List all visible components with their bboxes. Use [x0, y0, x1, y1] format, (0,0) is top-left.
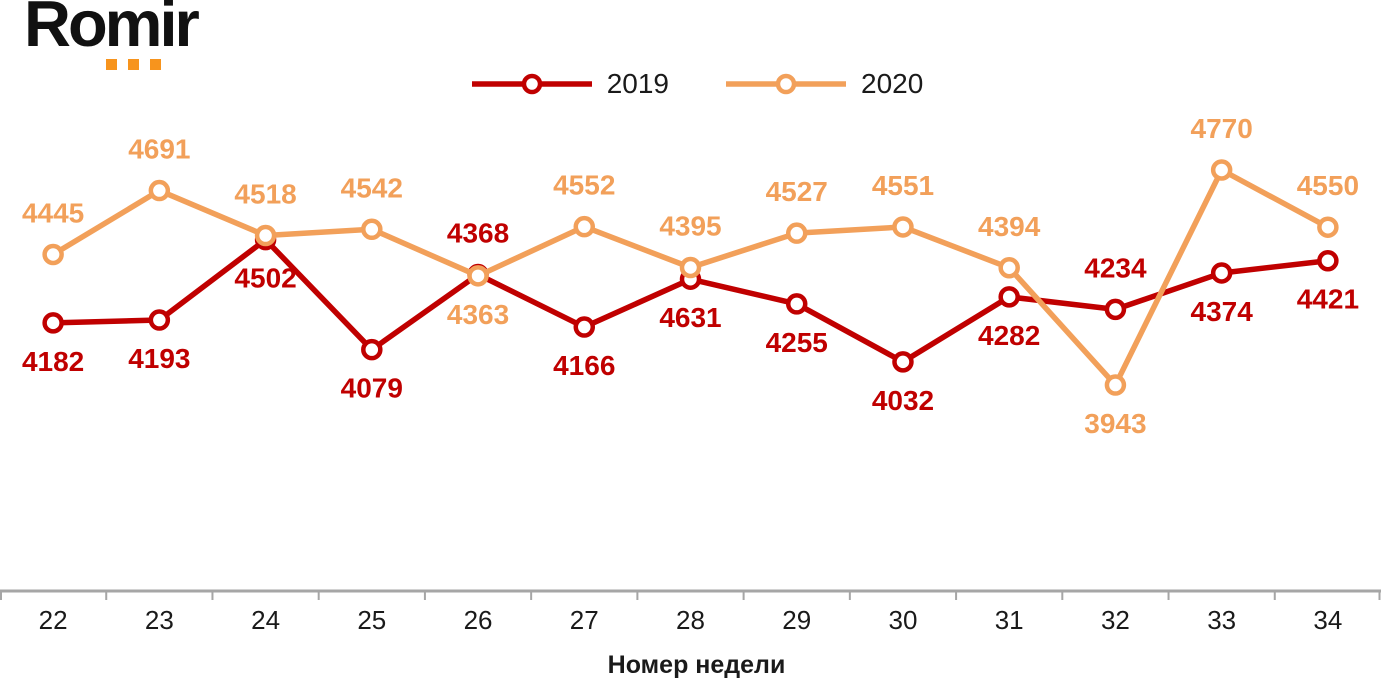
data-point-2019 [148, 309, 171, 331]
legend-label-2019: 2019 [606, 68, 669, 99]
data-point-2019 [892, 351, 914, 373]
romir-logo-dots [106, 59, 161, 70]
data-label-2020: 4770 [1191, 113, 1253, 144]
logo-dot-icon [150, 59, 161, 70]
data-label-2019: 4502 [234, 263, 296, 294]
data-label-2020: 4552 [553, 170, 615, 201]
data-point-2020 [679, 256, 702, 279]
data-label-2019: 4282 [978, 320, 1040, 351]
data-point-2019 [573, 316, 596, 338]
x-tick-label: 30 [889, 605, 918, 635]
data-label-2019: 4032 [872, 385, 934, 416]
x-tick-label: 29 [782, 605, 811, 635]
data-label-2020: 4527 [766, 176, 828, 207]
data-label-2020: 4363 [447, 299, 509, 330]
x-tick-label: 24 [251, 605, 280, 635]
data-point-2020 [42, 243, 64, 266]
data-label-2019: 4374 [1191, 296, 1254, 327]
logo-dot-icon [128, 59, 139, 70]
chart-legend: 2019 2020 [0, 64, 1394, 104]
data-point-2020 [1210, 159, 1233, 181]
x-tick-label: 26 [464, 605, 493, 635]
legend-line-marker-icon [726, 73, 846, 95]
data-point-2020 [998, 257, 1020, 279]
data-point-2020 [1317, 216, 1339, 238]
data-label-2019: 4631 [659, 302, 721, 333]
data-label-2020: 4551 [872, 170, 934, 201]
data-label-2019: 4166 [553, 350, 615, 381]
data-point-2019 [42, 312, 64, 334]
x-axis-title: Номер недели [608, 651, 786, 679]
data-label-2019: 4234 [1084, 252, 1147, 283]
x-tick-label: 27 [570, 605, 599, 635]
legend-item-2020: 2020 [725, 68, 923, 100]
data-point-2020 [467, 265, 489, 287]
data-label-2020: 3943 [1084, 408, 1146, 439]
data-point-2019 [998, 286, 1020, 308]
legend-item-2019: 2019 [471, 68, 669, 100]
data-point-2019 [361, 338, 383, 361]
data-point-2020 [148, 179, 171, 202]
x-tick-label: 32 [1101, 605, 1130, 635]
x-tick-label: 22 [39, 605, 68, 635]
data-label-2020: 4542 [341, 172, 403, 203]
data-label-2019: 4193 [128, 343, 190, 374]
romir-logo-text: Romir [24, 0, 200, 60]
data-point-2019 [785, 293, 808, 315]
data-label-2019: 4368 [447, 218, 509, 249]
data-label-2020: 4445 [22, 198, 84, 229]
x-tick-label: 23 [145, 605, 174, 635]
data-label-2019: 4182 [22, 346, 84, 377]
logo-dot-icon [106, 59, 117, 70]
data-label-2019: 4255 [766, 327, 828, 358]
x-tick-label: 31 [995, 605, 1024, 635]
legend-line-marker-icon [471, 73, 592, 95]
data-point-2020 [254, 224, 277, 247]
romir-logo: Romir [0, 0, 260, 80]
data-label-2019: 4421 [1297, 284, 1359, 315]
x-tick-label: 34 [1313, 605, 1342, 635]
data-point-2020 [361, 218, 383, 241]
data-point-2019 [1104, 298, 1127, 321]
data-label-2020: 4518 [234, 179, 296, 210]
data-label-2020: 4394 [978, 211, 1041, 242]
data-point-2020 [892, 216, 914, 238]
data-point-2020 [573, 215, 596, 238]
data-label-2020: 4395 [659, 211, 721, 242]
x-tick-label: 28 [676, 605, 705, 635]
data-point-2019 [1210, 262, 1233, 284]
legend-label-2020: 2020 [861, 68, 924, 99]
data-label-2019: 4079 [341, 373, 403, 404]
data-point-2019 [1317, 249, 1339, 272]
x-tick-label: 33 [1207, 605, 1236, 635]
data-point-2020 [785, 222, 808, 244]
data-label-2020: 4691 [128, 134, 190, 165]
x-tick-label: 25 [357, 605, 386, 635]
data-point-2020 [1104, 374, 1127, 396]
data-label-2020: 4550 [1297, 170, 1359, 201]
